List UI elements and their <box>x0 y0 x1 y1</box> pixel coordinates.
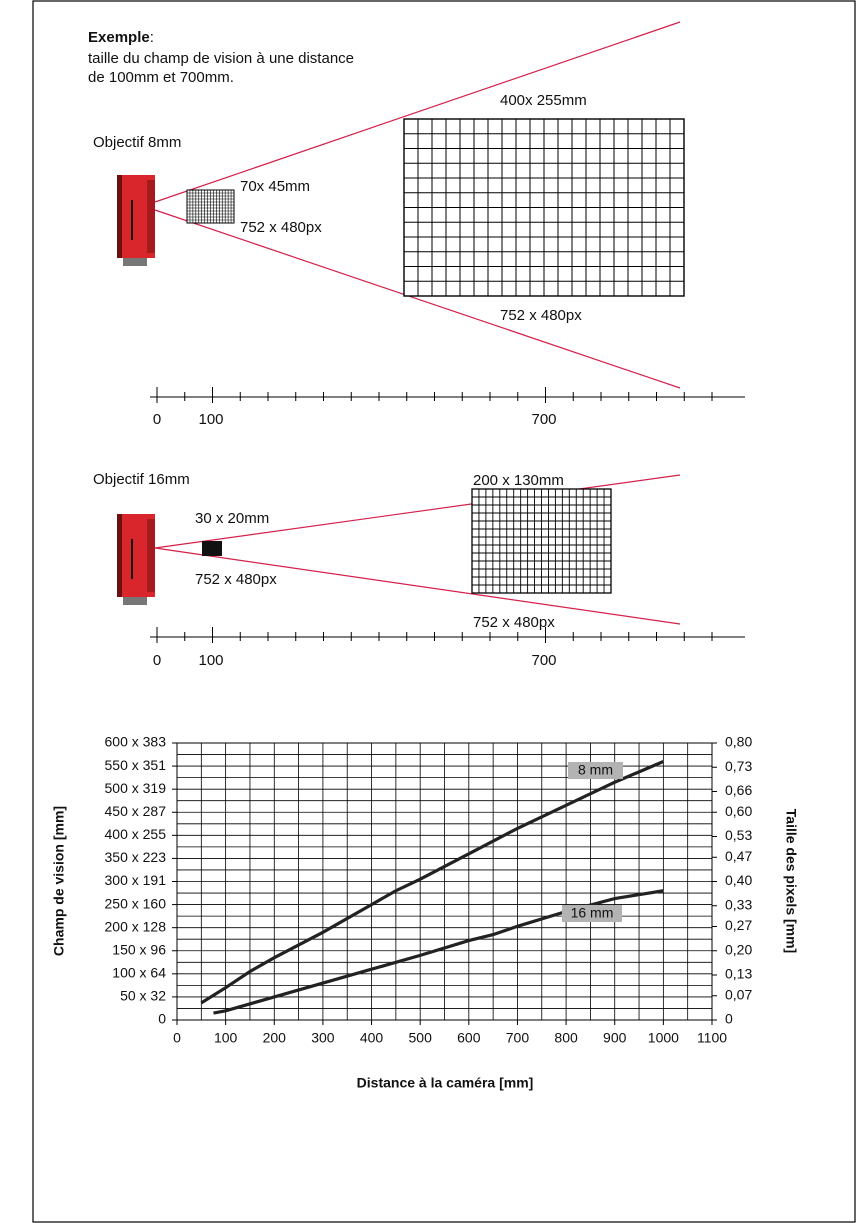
camera-connector <box>123 258 147 266</box>
y2-tick-label: 0,07 <box>725 986 752 1002</box>
plot-frame <box>176 742 713 1021</box>
y2-tick-label: 0,73 <box>725 758 752 774</box>
near-px: 752 x 480px <box>195 571 277 588</box>
ruler-label: 700 <box>531 411 556 428</box>
x-tick-label: 600 <box>457 1030 481 1046</box>
view-ray <box>154 21 681 203</box>
view-ray <box>154 474 681 549</box>
x-tick-label: 900 <box>603 1030 627 1046</box>
y2-tick-label: 0,27 <box>725 917 752 933</box>
x-tick-label: 700 <box>506 1030 530 1046</box>
series-label-box <box>568 762 623 779</box>
series-label-box <box>562 905 622 922</box>
camera-stripe <box>131 539 133 579</box>
y2-tick-label: 0 <box>725 1011 733 1027</box>
y2-tick-label: 0,66 <box>725 782 752 798</box>
x-tick-label: 800 <box>554 1030 578 1046</box>
camera-connector <box>123 597 147 605</box>
x-tick-label: 400 <box>360 1030 384 1046</box>
ruler-label: 100 <box>198 652 223 669</box>
x-tick-label: 200 <box>263 1030 287 1046</box>
y2-tick-label: 0,13 <box>725 966 752 982</box>
x-tick-label: 1000 <box>648 1030 679 1046</box>
far-size: 400x 255mm <box>500 92 587 109</box>
ruler-label: 700 <box>531 652 556 669</box>
y-tick-label: 100 x 64 <box>112 965 166 981</box>
view-ray <box>154 547 681 625</box>
near-grid <box>202 541 222 556</box>
heading-colon: : <box>150 29 154 46</box>
series-label: 8 mm <box>578 762 613 778</box>
y-tick-label: 400 x 255 <box>105 826 167 842</box>
y-tick-label: 500 x 319 <box>105 780 167 796</box>
camera-face <box>147 180 155 253</box>
x-tick-label: 1100 <box>697 1030 727 1046</box>
x-tick-label: 0 <box>173 1030 181 1046</box>
y-tick-label: 50 x 32 <box>120 988 166 1004</box>
x-tick-label: 100 <box>214 1030 238 1046</box>
camera-side <box>117 514 122 597</box>
intro-line: de 100mm et 700mm. <box>88 69 234 86</box>
view-ray <box>154 209 681 389</box>
y-tick-label: 250 x 160 <box>105 895 167 911</box>
y2-tick-label: 0,40 <box>725 872 752 888</box>
lens-label: Objectif 8mm <box>93 134 181 151</box>
x-tick-label: 300 <box>311 1030 335 1046</box>
near-px: 752 x 480px <box>240 219 322 236</box>
y-tick-label: 300 x 191 <box>105 872 167 888</box>
y2-tick-label: 0,20 <box>725 941 752 957</box>
intro-line: taille du champ de vision à une distance <box>88 50 354 67</box>
ruler-label: 0 <box>153 652 161 669</box>
camera-side <box>117 175 122 258</box>
camera-stripe <box>131 200 133 240</box>
x-axis-title: Distance à la caméra [mm] <box>357 1075 534 1091</box>
ruler-label: 100 <box>198 411 223 428</box>
page-frame <box>32 0 856 1223</box>
heading-title: Exemple <box>88 29 150 46</box>
y2-axis-title: Taille des pixels [mm] <box>783 809 799 953</box>
y2-tick-label: 0,33 <box>725 896 752 912</box>
y2-tick-label: 0,53 <box>725 827 752 843</box>
y-tick-label: 200 x 128 <box>105 918 167 934</box>
far-px: 752 x 480px <box>473 614 555 631</box>
y-tick-label: 0 <box>158 1011 166 1027</box>
x-tick-label: 500 <box>409 1030 433 1046</box>
y2-tick-label: 0,47 <box>725 848 752 864</box>
y2-tick-label: 0,80 <box>725 734 752 750</box>
y-axis-title: Champ de vision [mm] <box>51 806 67 956</box>
camera-face <box>147 519 155 592</box>
y-tick-label: 350 x 223 <box>105 849 167 865</box>
y-tick-label: 450 x 287 <box>105 803 167 819</box>
ruler-label: 0 <box>153 411 161 428</box>
y2-tick-label: 0,60 <box>725 803 752 819</box>
series-label: 16 mm <box>571 905 614 921</box>
heading: Exemple: <box>88 29 154 46</box>
series-line <box>200 759 664 1005</box>
y-tick-label: 150 x 96 <box>112 941 166 957</box>
far-px: 752 x 480px <box>500 307 582 324</box>
near-size: 30 x 20mm <box>195 510 269 527</box>
y-tick-label: 550 x 351 <box>105 757 167 773</box>
near-size: 70x 45mm <box>240 178 310 195</box>
y-tick-label: 600 x 383 <box>105 734 167 750</box>
far-size: 200 x 130mm <box>473 472 564 489</box>
lens-label: Objectif 16mm <box>93 471 190 488</box>
